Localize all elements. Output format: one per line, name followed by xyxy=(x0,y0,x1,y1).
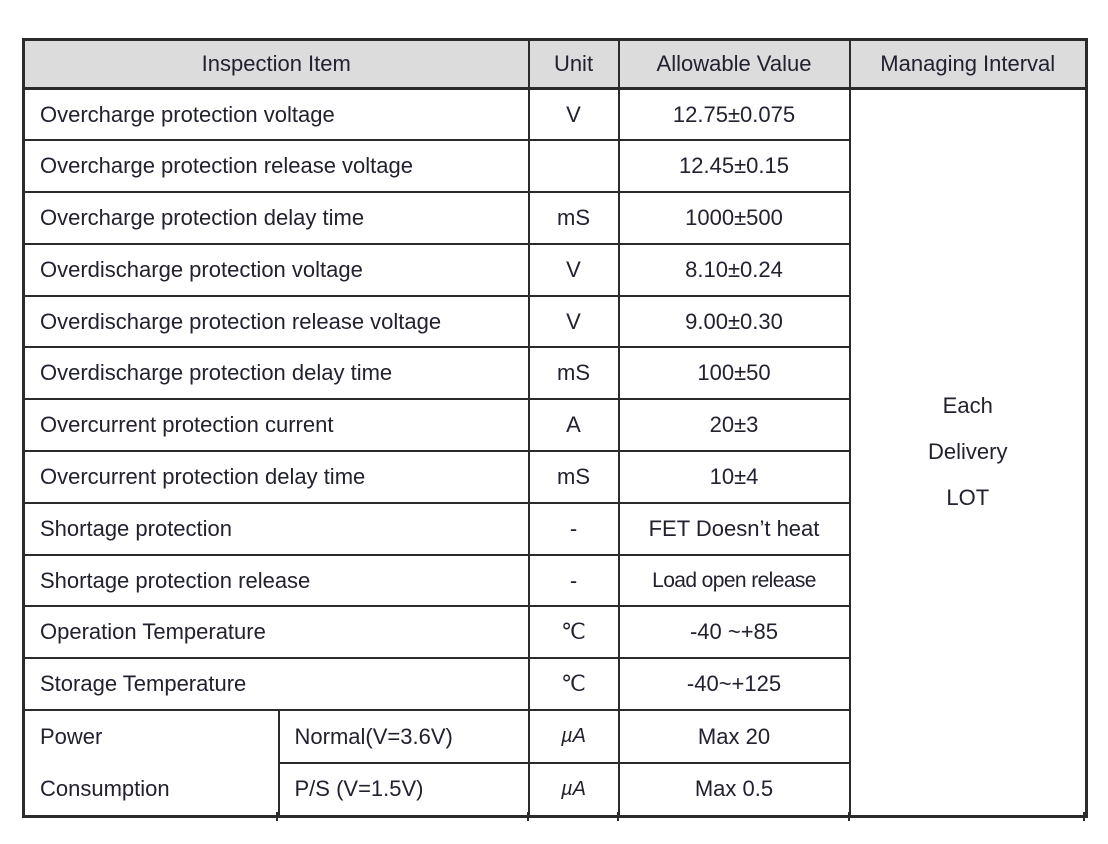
inspection-item-cell: Overcurrent protection delay time xyxy=(22,450,530,504)
table-row: Overcharge protection voltage V 12.75±0.… xyxy=(22,87,1088,818)
table-row: Power Consumption Normal(V=3.6V) µA Max … xyxy=(22,709,1087,818)
table-row: Overcurrent protection current A 20±3 xyxy=(22,398,1087,453)
table-continuation-stub xyxy=(1083,812,1085,821)
inspection-item-cell: Overcharge protection release voltage xyxy=(22,139,530,194)
unit-cell xyxy=(527,139,620,194)
allowable-value-cell: 12.45±0.15 xyxy=(617,139,851,194)
managing-interval-cell: Each Delivery LOT xyxy=(848,87,1088,818)
inspection-item-cell: Overcharge protection voltage xyxy=(22,87,530,142)
allowable-value-cell: -40~+125 xyxy=(617,657,851,712)
unit-cell: ℃ xyxy=(527,657,620,712)
inspection-item-cell: Overdischarge protection delay time xyxy=(22,346,530,401)
allowable-value-cell: 12.75±0.075 xyxy=(617,87,851,142)
power-label-line: Power xyxy=(40,724,103,750)
table-continuation-stub xyxy=(617,812,619,821)
column-header-inspection-item: Inspection Item xyxy=(22,38,530,90)
table-row: P/S (V=1.5V) µA Max 0.5 xyxy=(24,762,1087,818)
inspection-item-cell: Shortage protection xyxy=(22,501,530,556)
allowable-value-cell: -40 ~+85 xyxy=(617,605,851,660)
inspection-item-cell: Storage Temperature xyxy=(22,657,530,712)
inspection-item-cell: Operation Temperature xyxy=(22,605,530,660)
unit-cell: mS xyxy=(527,450,620,504)
unit-cell: mS xyxy=(527,191,620,245)
allowable-value-cell: FET Doesn’t heat xyxy=(617,501,851,556)
column-header-unit: Unit xyxy=(527,38,620,90)
unit-cell: mS xyxy=(527,346,620,401)
table-continuation-stub xyxy=(848,812,850,821)
table-row: Shortage protection release - Load open … xyxy=(22,553,1087,608)
unit-cell: - xyxy=(527,553,620,608)
table-row: Overcurrent protection delay time mS 10±… xyxy=(22,450,1087,504)
allowable-value-cell: 20±3 xyxy=(617,398,851,453)
inspection-item-cell: Overdischarge protection release voltage xyxy=(22,294,530,349)
column-header-allowable-value: Allowable Value xyxy=(617,38,851,90)
unit-cell: - xyxy=(527,501,620,556)
allowable-value-cell: 10±4 xyxy=(617,450,851,504)
table-row: Overcharge protection release voltage 12… xyxy=(22,139,1087,194)
power-consumption-label-cell: Power Consumption xyxy=(22,709,280,818)
table-continuation-stub xyxy=(527,812,529,821)
allowable-value-cell: 8.10±0.24 xyxy=(617,242,851,297)
table-row: Overdischarge protection release voltage… xyxy=(22,294,1087,349)
inspection-table: Inspection Item Unit Allowable Value Man… xyxy=(22,38,1088,818)
table-row: Operation Temperature ℃ -40 ~+85 xyxy=(22,605,1087,660)
unit-cell: ℃ xyxy=(527,605,620,660)
column-header-managing-interval: Managing Interval xyxy=(848,38,1088,90)
table-row: Overcharge protection delay time mS 1000… xyxy=(22,191,1087,245)
managing-interval-line: Each xyxy=(942,393,993,419)
inspection-item-cell: Shortage protection release xyxy=(22,553,530,608)
unit-cell: V xyxy=(527,294,620,349)
unit-cell: µA xyxy=(527,709,620,765)
table-row: Storage Temperature ℃ -40~+125 xyxy=(22,657,1087,712)
allowable-value-cell: 100±50 xyxy=(617,346,851,401)
allowable-value-cell: 1000±500 xyxy=(617,191,851,245)
inspection-item-cell: Overdischarge protection voltage xyxy=(22,242,530,297)
allowable-value-cell: 9.00±0.30 xyxy=(617,294,851,349)
managing-interval-line: Delivery xyxy=(928,439,1008,465)
unit-cell: A xyxy=(527,398,620,453)
header-row: Inspection Item Unit Allowable Value Man… xyxy=(22,38,1088,90)
allowable-value-cell: Load open release xyxy=(617,553,851,608)
unit-cell: V xyxy=(527,87,620,142)
table-row: Shortage protection - FET Doesn’t heat xyxy=(22,501,1087,556)
unit-cell: V xyxy=(527,242,620,297)
power-condition-cell: Normal(V=3.6V) xyxy=(277,709,530,765)
table-row: Overdischarge protection voltage V 8.10±… xyxy=(22,242,1087,297)
allowable-value-cell: Max 0.5 xyxy=(617,762,851,818)
table-continuation-stub xyxy=(276,812,278,821)
power-label-line: Consumption xyxy=(40,775,170,801)
managing-interval-line: LOT xyxy=(946,485,990,511)
allowable-value-cell: Max 20 xyxy=(617,709,851,765)
inspection-item-cell: Overcharge protection delay time xyxy=(22,191,530,245)
table-row: Overdischarge protection delay time mS 1… xyxy=(22,346,1087,401)
unit-cell: µA xyxy=(527,762,620,818)
power-condition-cell: P/S (V=1.5V) xyxy=(277,762,530,818)
inspection-item-cell: Overcurrent protection current xyxy=(22,398,530,453)
